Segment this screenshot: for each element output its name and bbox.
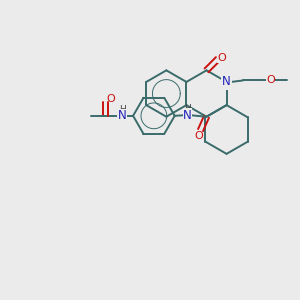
Text: O: O xyxy=(195,131,203,141)
Text: H: H xyxy=(119,105,126,114)
Text: H: H xyxy=(184,104,191,113)
Text: O: O xyxy=(106,94,115,104)
Text: N: N xyxy=(118,109,127,122)
Text: O: O xyxy=(266,76,275,85)
Text: N: N xyxy=(222,75,231,88)
Text: N: N xyxy=(183,109,192,122)
Text: O: O xyxy=(217,52,226,63)
